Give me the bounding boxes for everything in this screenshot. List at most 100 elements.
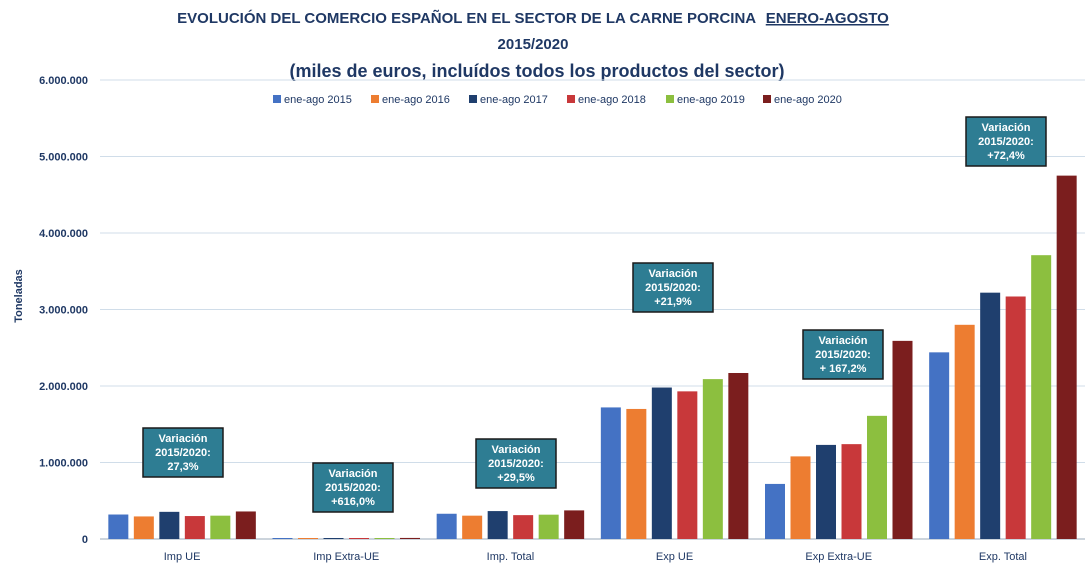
y-axis-label: Toneladas [13,269,25,323]
annotation-text: 2015/2020: [325,482,381,494]
annotation-text: + 167,2% [820,363,867,375]
variation-annotation: Variación 2015/2020: +29,5% [475,438,557,489]
bar [538,514,559,539]
bar [298,538,318,539]
x-tick-label: Exp. Total [979,551,1027,563]
annotation-text: 2015/2020: [978,136,1034,148]
annotation-text: 2015/2020: [155,447,211,459]
annotation-text: Variación [329,468,378,480]
bar [929,352,950,539]
bar [436,513,457,539]
legend-label: ene-ago 2017 [480,94,548,106]
annotation-text: Variación [649,268,698,280]
legend-swatch [666,95,674,103]
x-tick-label: Imp Extra-UE [313,551,379,563]
bar [600,407,621,539]
bar [677,391,698,539]
y-tick-label: 4.000.000 [39,228,88,240]
bar [235,511,256,539]
bar [1056,175,1077,539]
gridlines [100,79,1085,540]
annotation-text: 2015/2020: [488,458,544,470]
y-tick-label: 0 [82,534,88,546]
bar [564,510,585,539]
annotation-text: 2015/2020: [815,349,871,361]
legend: ene-ago 2015 ene-ago 2016 ene-ago 2017 ene-… [273,94,842,106]
legend-label: ene-ago 2018 [578,94,646,106]
variation-annotation: Variación 2015/2020: + 167,2% [802,329,884,380]
legend-label: ene-ago 2016 [382,94,450,106]
legend-swatch [273,95,281,103]
bar [892,340,913,539]
annotation-text: Variación [982,122,1031,134]
bar [159,511,180,539]
bar [626,408,647,539]
legend-swatch [567,95,575,103]
variation-annotation: Variación 2015/2020: 27,3% [142,427,224,478]
x-tick-label: Exp Extra-UE [805,551,872,563]
y-axis-ticks: 0 1.000.000 2.000.000 3.000.000 4.000.000 5.0… [39,75,88,546]
chart-title-main: EVOLUCIÓN DEL COMERCIO ESPAÑOL EN EL SEC… [177,9,756,27]
bar [513,515,534,539]
chart-subtitle: (miles de euros, incluídos todos los pro… [289,61,784,81]
bar [1031,255,1052,539]
annotation-box [142,427,224,478]
y-tick-label: 2.000.000 [39,381,88,393]
bar [349,538,369,539]
bar [323,538,344,539]
annotation-box [802,329,884,380]
bars-group [108,175,1077,539]
bar [462,515,483,539]
legend-swatch [371,95,379,103]
x-tick-label: Imp UE [164,551,201,563]
annotation-text: 27,3% [167,461,198,473]
chart-title: EVOLUCIÓN DEL COMERCIO ESPAÑOL EN EL SEC… [177,9,889,27]
bar [1005,296,1026,539]
annotation-text: Variación [492,444,541,456]
annotation-text: Variación [159,433,208,445]
annotation-text: +72,4% [987,150,1025,162]
x-tick-label: Exp UE [656,551,693,563]
annotation-box [312,462,394,513]
y-tick-label: 6.000.000 [39,75,88,87]
legend-label: ene-ago 2019 [677,94,745,106]
annotation-text: +21,9% [654,296,692,308]
chart-title-underlined: ENERO-AGOSTO [766,10,889,27]
annotation-text: Variación [819,335,868,347]
annotation-box [965,116,1047,167]
bar [400,537,420,539]
chart-title-years: 2015/2020 [498,36,569,53]
bar [867,415,887,539]
y-tick-label: 1.000.000 [39,458,88,470]
variation-annotation: Variación 2015/2020: +21,9% [632,262,714,313]
bar [980,292,1001,539]
bar [374,538,395,539]
bar [272,538,293,539]
bar [728,372,749,539]
variation-annotation: Variación 2015/2020: +72,4% [965,116,1047,167]
legend-label: ene-ago 2020 [774,94,842,106]
annotation-text: +29,5% [497,472,535,484]
annotation-box [632,262,714,313]
bar [487,511,508,539]
bar [765,483,785,539]
legend-swatch [763,95,771,103]
bar [954,324,975,539]
annotation-text: +616,0% [331,496,375,508]
annotation-box [475,438,557,489]
legend-label: ene-ago 2015 [284,94,352,106]
y-tick-label: 5.000.000 [39,152,88,164]
x-axis-labels: Imp UE Imp Extra-UE Imp. Total Exp UE Exp Ex… [164,551,1027,563]
bar [651,387,672,539]
annotation-text: 2015/2020: [645,282,701,294]
bar [184,516,205,539]
legend-swatch [469,95,477,103]
annotations: Variación 2015/2020: 27,3% Variación 2015/20… [142,116,1047,513]
bar [790,456,811,539]
x-tick-label: Imp. Total [487,551,535,563]
y-tick-label: 3.000.000 [39,305,88,317]
bar [210,515,231,539]
variation-annotation: Variación 2015/2020: +616,0% [312,462,394,513]
